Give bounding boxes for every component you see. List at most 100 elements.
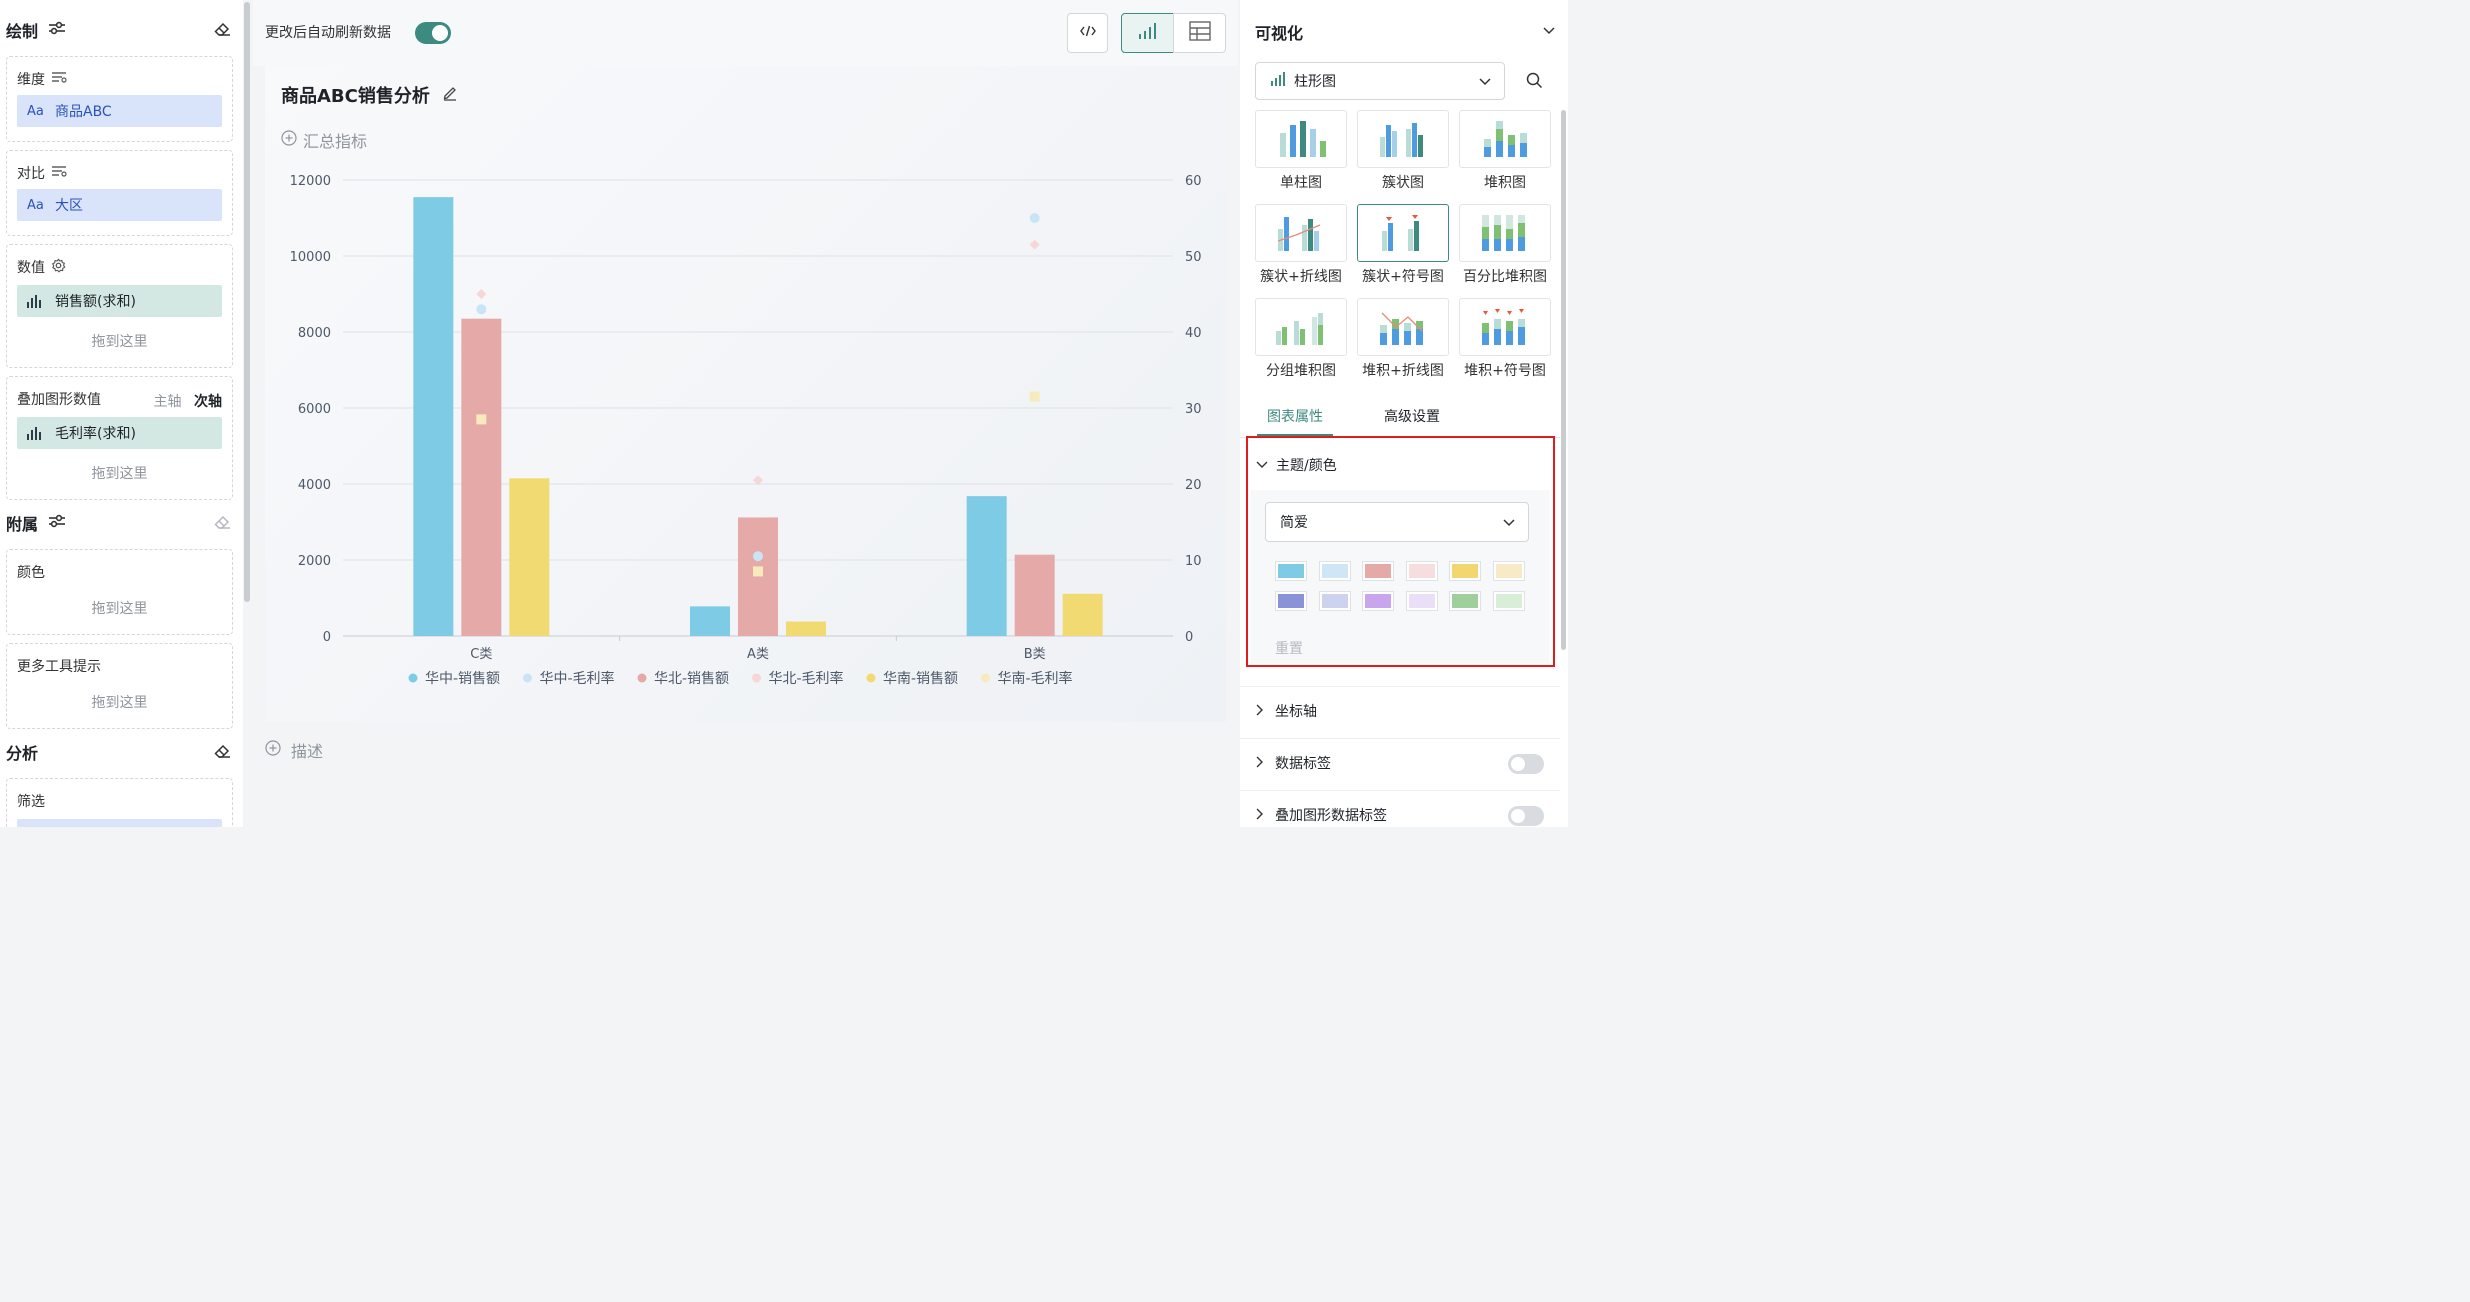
- chart-type-clustered-symbol[interactable]: [1357, 204, 1449, 262]
- add-summary-metric[interactable]: 汇总指标: [281, 128, 367, 152]
- text-type-icon: Aa: [27, 197, 44, 213]
- y-right-tick-label: 50: [1185, 250, 1202, 265]
- bar-chart-icon: [1270, 72, 1286, 90]
- add-description[interactable]: 描述: [265, 738, 323, 762]
- left-config-panel: 绘制 维度 Aa 商品ABC 对比 Aa 大区: [0, 0, 243, 827]
- chart-type-stacked-line[interactable]: [1357, 298, 1449, 356]
- theme-color-swatch[interactable]: [1362, 591, 1394, 611]
- theme-select[interactable]: 简爱: [1265, 502, 1529, 542]
- bar: [509, 478, 550, 636]
- eraser-icon[interactable]: [214, 21, 231, 42]
- axis-switch: 主轴 次轴: [154, 391, 222, 411]
- theme-color-section-header[interactable]: 主题/颜色: [1256, 455, 1337, 475]
- point-marker: [476, 414, 487, 425]
- theme-color-swatch[interactable]: [1449, 561, 1481, 581]
- dimension-well[interactable]: 维度 Aa 商品ABC: [6, 56, 233, 142]
- table-view-button[interactable]: [1173, 13, 1226, 53]
- eraser-icon[interactable]: [214, 743, 231, 764]
- left-scrollbar[interactable]: [243, 0, 253, 827]
- swatch-color: [1452, 564, 1478, 578]
- chart-type-stacked-symbol[interactable]: [1459, 298, 1551, 356]
- theme-color-swatch[interactable]: [1275, 561, 1307, 581]
- tab-chart-properties[interactable]: 图表属性: [1257, 406, 1333, 436]
- compare-field-chip[interactable]: Aa 大区: [17, 189, 222, 221]
- chart-type-stacked[interactable]: [1459, 110, 1551, 168]
- overlay-value-well[interactable]: 叠加图形数值 主轴 次轴 毛利率(求和) 拖到这里: [6, 376, 233, 500]
- chart-type-select[interactable]: 柱形图: [1255, 62, 1505, 100]
- chevron-down-icon: [1478, 75, 1492, 91]
- theme-color-swatch[interactable]: [1405, 561, 1438, 581]
- overlay-field-name: 毛利率(求和): [55, 426, 136, 442]
- data-label-toggle[interactable]: [1508, 754, 1544, 774]
- y-right-tick-label: 60: [1185, 174, 1202, 189]
- chart-type-grouped-stacked[interactable]: [1255, 298, 1347, 356]
- right-scrollbar-thumb[interactable]: [1561, 110, 1566, 650]
- theme-color-section-title: 主题/颜色: [1276, 458, 1337, 474]
- chevron-down-icon[interactable]: [1542, 24, 1556, 40]
- compare-well[interactable]: 对比 Aa 大区: [6, 150, 233, 236]
- overlay-data-label-toggle[interactable]: [1508, 806, 1544, 826]
- chart-type-clustered[interactable]: [1357, 110, 1449, 168]
- sliders-icon[interactable]: [48, 514, 66, 532]
- data-label-section[interactable]: 数据标签: [1240, 738, 1560, 784]
- theme-reset-button[interactable]: 重置: [1275, 641, 1303, 657]
- primary-axis-option[interactable]: 主轴: [153, 394, 182, 410]
- code-view-button[interactable]: [1067, 13, 1108, 53]
- edit-pencil-icon[interactable]: [442, 85, 458, 106]
- legend-label: 华南-销售额: [883, 671, 958, 687]
- filter-field-chip[interactable]: [17, 819, 222, 827]
- clustered-symbol-chart-icon: [1382, 215, 1419, 251]
- legend-marker: [981, 673, 990, 683]
- theme-color-swatch[interactable]: [1362, 561, 1394, 581]
- theme-color-swatch[interactable]: [1492, 561, 1525, 581]
- chart-type-clustered-line[interactable]: [1255, 204, 1347, 262]
- sliders-icon[interactable]: [48, 21, 66, 39]
- secondary-axis-option[interactable]: 次轴: [194, 394, 222, 410]
- legend-marker: [866, 673, 876, 683]
- color-well[interactable]: 颜色 拖到这里: [6, 549, 233, 635]
- color-drop-hint: 拖到这里: [91, 601, 148, 617]
- overlay-data-label-section-title: 叠加图形数据标签: [1275, 808, 1387, 824]
- chart-title: 商品ABC销售分析: [281, 86, 430, 107]
- point-marker: [1029, 239, 1040, 250]
- value-well[interactable]: 数值 销售额(求和) 拖到这里: [6, 244, 233, 368]
- axis-section[interactable]: 坐标轴: [1240, 686, 1560, 732]
- theme-color-swatch[interactable]: [1405, 591, 1438, 611]
- theme-color-swatch[interactable]: [1275, 591, 1307, 611]
- chart-title-row: 商品ABC销售分析: [281, 82, 458, 108]
- gear-icon[interactable]: [51, 258, 66, 277]
- filter-well[interactable]: 筛选: [6, 778, 233, 827]
- search-icon[interactable]: [1526, 72, 1543, 93]
- chart-type-single-bar[interactable]: [1255, 110, 1347, 168]
- tooltip-label: 更多工具提示: [17, 659, 101, 675]
- property-tabs: 图表属性 高级设置: [1240, 392, 1560, 438]
- dimension-field-chip[interactable]: Aa 商品ABC: [17, 95, 222, 127]
- auto-refresh-toggle[interactable]: [415, 22, 451, 44]
- right-scrollbar[interactable]: [1560, 0, 1568, 827]
- chart-type-percent-stacked[interactable]: [1459, 204, 1551, 262]
- chart-type-label: 簇状图: [1382, 175, 1424, 191]
- filter-lines-icon[interactable]: [51, 71, 67, 87]
- left-scrollbar-thumb[interactable]: [244, 2, 250, 602]
- theme-color-swatch[interactable]: [1492, 591, 1525, 611]
- chart-view-button[interactable]: [1121, 13, 1174, 53]
- value-field-chip[interactable]: 销售额(求和): [17, 285, 222, 317]
- value-drop-hint: 拖到这里: [91, 334, 148, 350]
- bar: [786, 621, 826, 636]
- eraser-icon[interactable]: [214, 514, 231, 535]
- tab-advanced-settings[interactable]: 高级设置: [1384, 409, 1440, 425]
- filter-lines-icon[interactable]: [51, 165, 67, 181]
- data-label-section-title: 数据标签: [1275, 756, 1331, 772]
- point-marker: [476, 289, 487, 299]
- toggle-knob: [1511, 757, 1525, 771]
- theme-color-swatch[interactable]: [1449, 591, 1481, 611]
- overlay-data-label-section[interactable]: 叠加图形数据标签: [1240, 790, 1560, 836]
- swatch-color: [1408, 594, 1435, 608]
- theme-color-swatch[interactable]: [1318, 561, 1351, 581]
- theme-color-swatch[interactable]: [1318, 591, 1351, 611]
- tooltip-well[interactable]: 更多工具提示 拖到这里: [6, 643, 233, 729]
- grouped-stacked-chart-icon: [1276, 313, 1323, 345]
- y-left-tick-label: 6000: [298, 402, 331, 417]
- auto-refresh-label: 更改后自动刷新数据: [265, 25, 391, 41]
- overlay-field-chip[interactable]: 毛利率(求和): [17, 417, 222, 449]
